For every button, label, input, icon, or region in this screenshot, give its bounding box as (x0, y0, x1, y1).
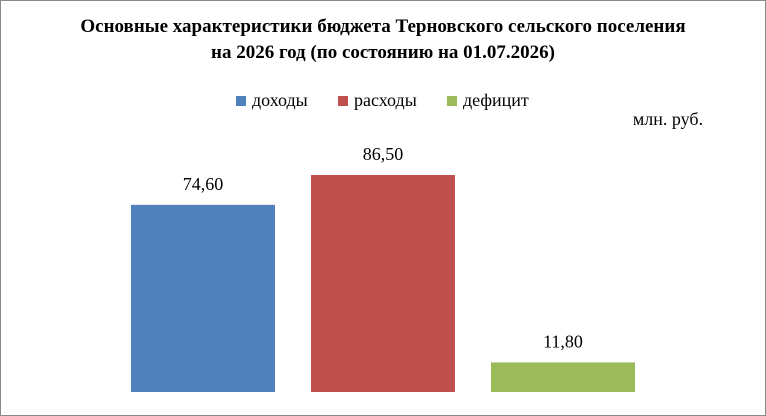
bar (491, 362, 635, 392)
value-label: 86,50 (363, 144, 404, 164)
value-label: 11,80 (543, 332, 583, 352)
legend-label: доходы (252, 90, 308, 110)
bar (131, 204, 275, 392)
legend-marker (447, 96, 457, 106)
unit-label: млн. руб. (633, 109, 703, 129)
bar (311, 175, 455, 392)
legend-marker (236, 96, 246, 106)
legend-label: дефицит (463, 90, 529, 110)
legend-marker (338, 96, 348, 106)
value-label: 74,60 (183, 174, 224, 194)
legend-label: расходы (354, 90, 417, 110)
chart-title: Основные характеристики бюджета Терновск… (80, 16, 686, 63)
